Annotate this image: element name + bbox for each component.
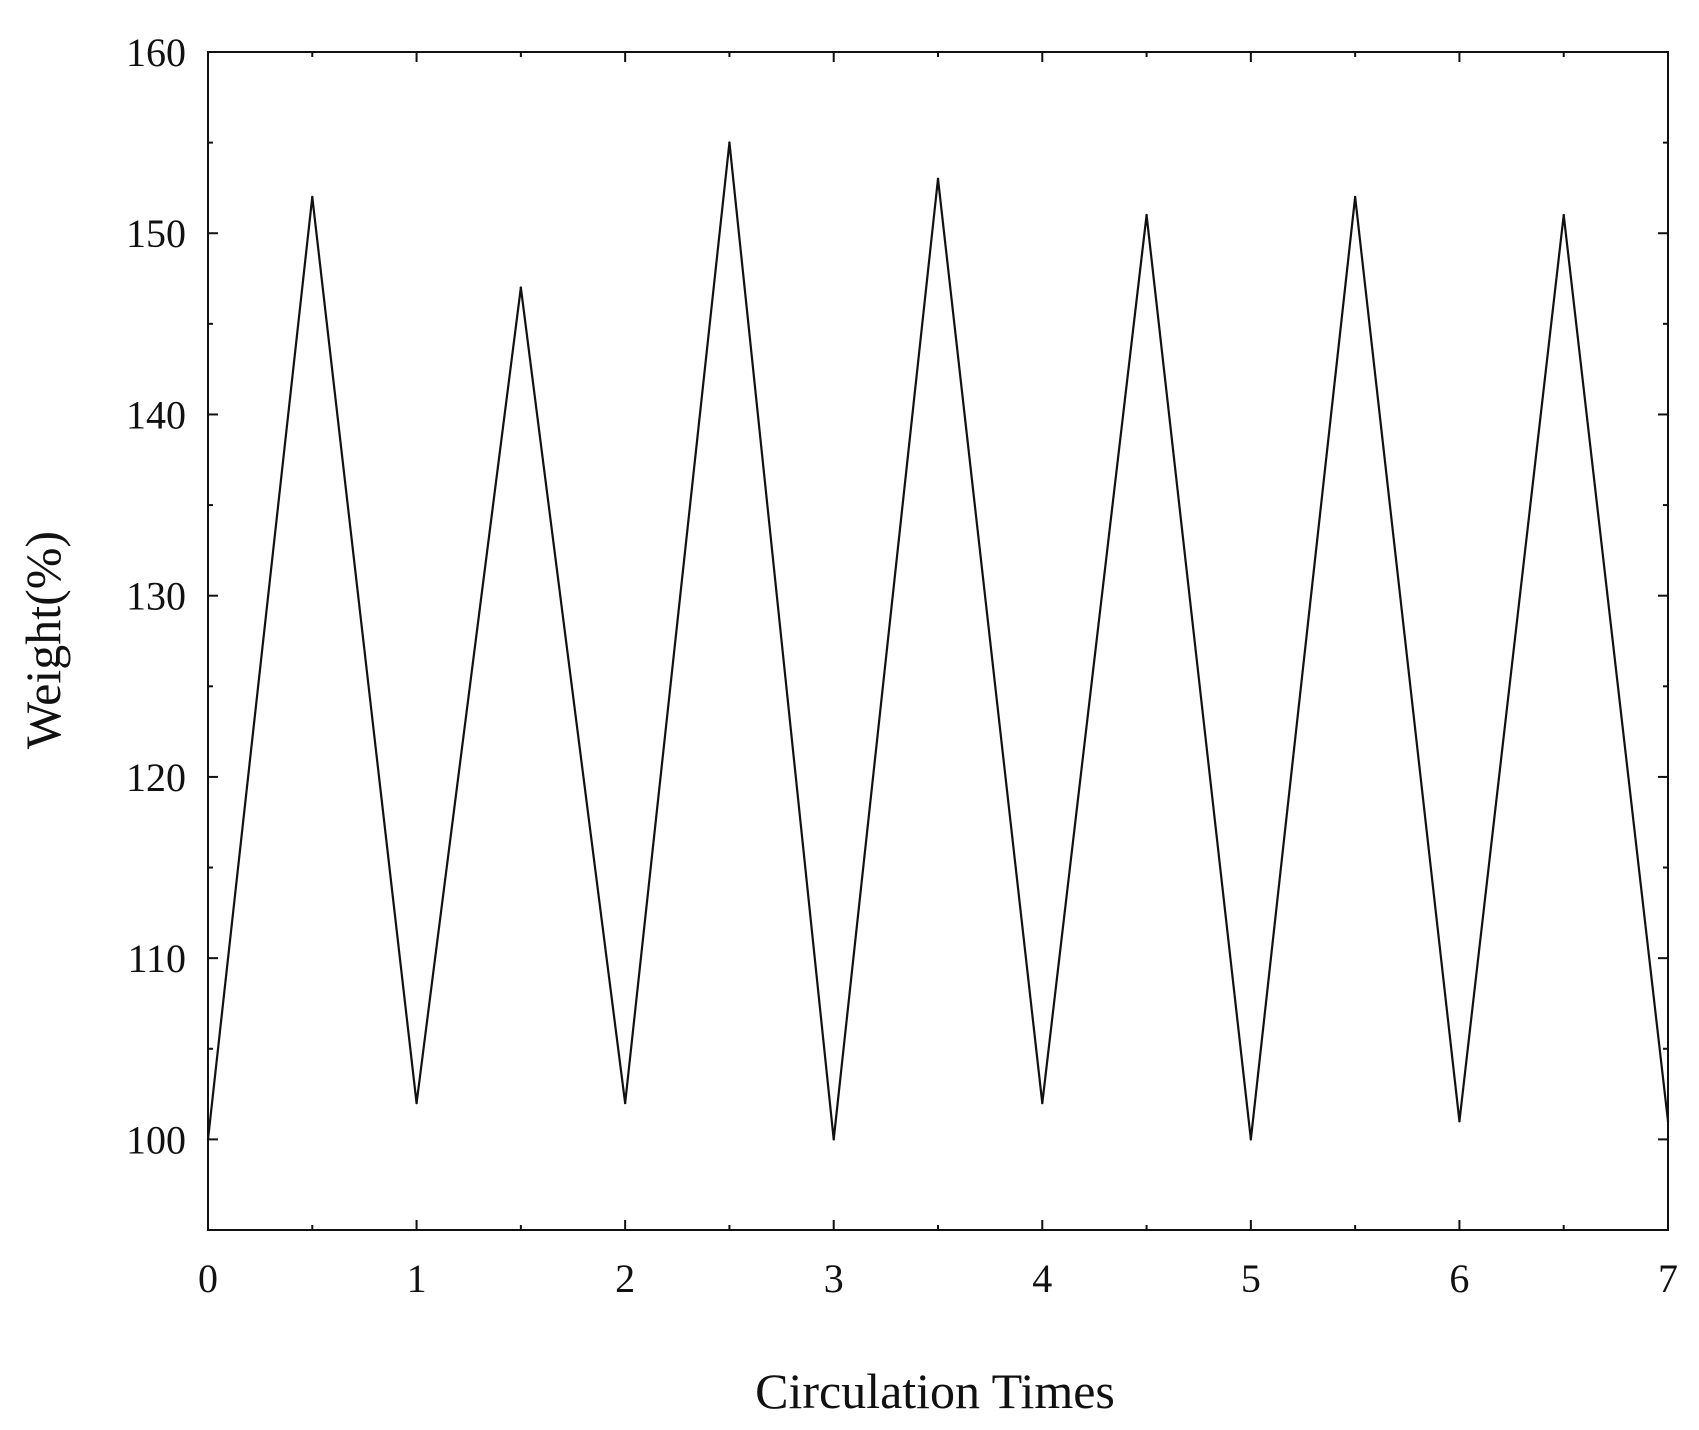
x-tick-label: 7 bbox=[1658, 1256, 1678, 1301]
plot-frame bbox=[207, 51, 1669, 1231]
series-layer bbox=[206, 141, 1670, 1141]
data-point bbox=[623, 1101, 627, 1105]
x-tick-label: 1 bbox=[407, 1256, 427, 1301]
data-point bbox=[1353, 195, 1357, 199]
x-tick-label: 3 bbox=[824, 1256, 844, 1301]
data-point bbox=[1041, 1101, 1044, 1105]
data-point bbox=[1249, 1138, 1253, 1141]
y-axis-title: Weight(%) bbox=[15, 531, 71, 749]
y-tick-label: 110 bbox=[127, 936, 186, 981]
y-tick-label: 100 bbox=[126, 1117, 186, 1162]
y-tick-labels: 100 110 120 130 140 150 160 bbox=[126, 30, 186, 1162]
y-tick-label: 160 bbox=[126, 30, 186, 75]
y-tick-label: 140 bbox=[126, 392, 186, 437]
data-point bbox=[1666, 1120, 1670, 1123]
y-tick-label: 120 bbox=[126, 755, 186, 800]
data-point bbox=[206, 1138, 210, 1141]
data-point bbox=[832, 1138, 835, 1141]
data-point bbox=[519, 286, 523, 289]
data-point bbox=[728, 141, 731, 144]
ticks bbox=[207, 51, 1669, 1231]
data-point bbox=[1458, 1120, 1461, 1123]
data-point bbox=[311, 195, 314, 199]
y-tick-label: 150 bbox=[126, 211, 186, 256]
x-tick-label: 0 bbox=[198, 1256, 218, 1301]
y-tick-label: 130 bbox=[126, 574, 186, 619]
data-point bbox=[1562, 213, 1565, 217]
x-tick-label: 2 bbox=[615, 1256, 635, 1301]
data-point bbox=[936, 177, 940, 181]
data-point bbox=[1145, 213, 1148, 217]
x-tick-labels: 0 1 2 3 4 5 6 7 bbox=[198, 1256, 1678, 1301]
x-tick-label: 4 bbox=[1032, 1256, 1052, 1301]
data-point bbox=[415, 1101, 418, 1105]
x-axis-title: Circulation Times bbox=[755, 1363, 1115, 1419]
series-line bbox=[206, 142, 1670, 1140]
x-tick-label: 5 bbox=[1241, 1256, 1261, 1301]
x-tick-label: 6 bbox=[1449, 1256, 1469, 1301]
axes bbox=[207, 51, 1669, 1231]
